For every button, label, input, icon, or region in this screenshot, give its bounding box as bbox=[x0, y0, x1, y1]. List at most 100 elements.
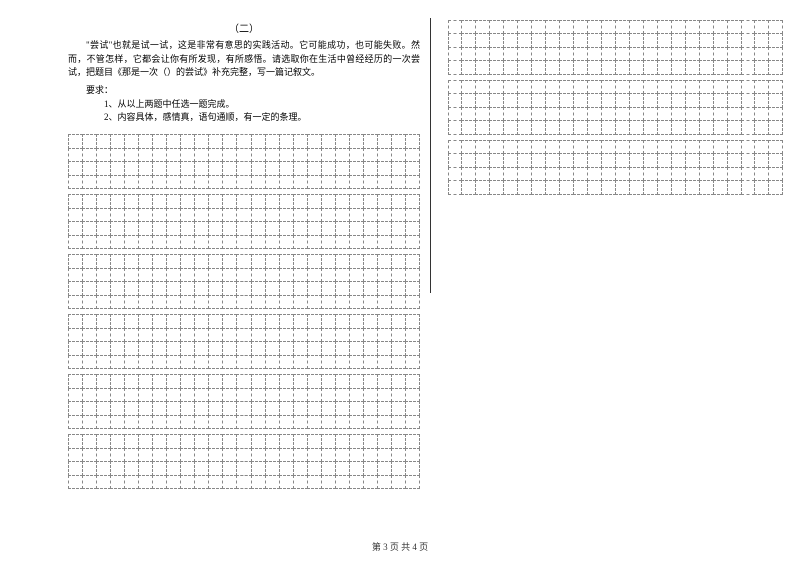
grid-cell bbox=[545, 153, 560, 168]
grid-cell bbox=[307, 194, 322, 209]
grid-cell bbox=[138, 268, 153, 283]
grid-cell bbox=[573, 153, 588, 168]
grid-cell bbox=[601, 180, 616, 195]
grid-cell bbox=[96, 434, 111, 449]
grid-cell bbox=[180, 148, 195, 163]
grid-cell bbox=[503, 107, 518, 122]
grid-cell bbox=[180, 254, 195, 269]
grid-cell bbox=[391, 148, 406, 163]
grid-cell bbox=[279, 388, 294, 403]
grid-cell bbox=[152, 295, 167, 310]
grid-cell bbox=[68, 281, 83, 296]
grid-cell bbox=[222, 134, 237, 149]
grid-cell bbox=[82, 148, 97, 163]
grid-cell bbox=[601, 20, 616, 35]
grid-cell bbox=[377, 475, 392, 490]
grid-cell bbox=[335, 341, 350, 356]
grid-cell bbox=[754, 47, 769, 62]
grid-cell bbox=[180, 401, 195, 416]
grid-group bbox=[68, 255, 420, 309]
grid-cell bbox=[194, 148, 209, 163]
grid-cell bbox=[587, 80, 602, 95]
grid-cell bbox=[475, 107, 490, 122]
grid-cell bbox=[615, 167, 630, 182]
grid-cell bbox=[363, 161, 378, 176]
grid-cell bbox=[517, 140, 532, 155]
grid-cell bbox=[208, 194, 223, 209]
grid-cell bbox=[180, 281, 195, 296]
grid-cell bbox=[335, 434, 350, 449]
grid-cell bbox=[335, 314, 350, 329]
grid-cell bbox=[377, 314, 392, 329]
grid-cell bbox=[489, 33, 504, 48]
grid-cell bbox=[405, 415, 420, 430]
grid-cell bbox=[251, 295, 266, 310]
grid-cell bbox=[222, 401, 237, 416]
grid-cell bbox=[377, 134, 392, 149]
grid-cell bbox=[685, 167, 700, 182]
grid-cell bbox=[68, 374, 83, 389]
grid-cell bbox=[699, 120, 714, 135]
grid-cell bbox=[110, 134, 125, 149]
grid-cell bbox=[251, 434, 266, 449]
grid-cell bbox=[152, 415, 167, 430]
grid-cell bbox=[587, 93, 602, 108]
grid-cell bbox=[236, 461, 251, 476]
grid-cell bbox=[405, 221, 420, 236]
grid-cell bbox=[363, 281, 378, 296]
grid-cell bbox=[405, 194, 420, 209]
grid-cell bbox=[68, 175, 83, 190]
grid-cell bbox=[222, 175, 237, 190]
grid-cell bbox=[96, 281, 111, 296]
grid-cell bbox=[82, 401, 97, 416]
grid-cell bbox=[363, 268, 378, 283]
grid-cell bbox=[251, 281, 266, 296]
grid-cell bbox=[222, 221, 237, 236]
grid-cell bbox=[671, 180, 686, 195]
grid-cell bbox=[265, 281, 280, 296]
grid-cell bbox=[68, 254, 83, 269]
grid-cell bbox=[251, 374, 266, 389]
grid-cell bbox=[124, 374, 139, 389]
grid-cell bbox=[335, 461, 350, 476]
grid-cell bbox=[643, 33, 658, 48]
grid-cell bbox=[685, 107, 700, 122]
grid-cell bbox=[349, 161, 364, 176]
grid-cell bbox=[573, 180, 588, 195]
grid-cell bbox=[279, 415, 294, 430]
grid-cell bbox=[96, 254, 111, 269]
grid-cell bbox=[363, 415, 378, 430]
grid-cell bbox=[279, 221, 294, 236]
grid-cell bbox=[768, 93, 783, 108]
grid-cell bbox=[166, 194, 181, 209]
grid-cell bbox=[448, 20, 463, 35]
grid-cell bbox=[293, 355, 308, 370]
grid-cell bbox=[152, 221, 167, 236]
grid-cell bbox=[307, 355, 322, 370]
grid-cell bbox=[405, 475, 420, 490]
grid-cell bbox=[251, 208, 266, 223]
grid-cell bbox=[405, 434, 420, 449]
grid-cell bbox=[279, 401, 294, 416]
grid-cell bbox=[222, 388, 237, 403]
grid-cell bbox=[152, 355, 167, 370]
grid-cell bbox=[307, 295, 322, 310]
grid-row bbox=[68, 475, 420, 489]
grid-cell bbox=[82, 341, 97, 356]
grid-cell bbox=[321, 281, 336, 296]
grid-cell bbox=[96, 448, 111, 463]
grid-cell bbox=[601, 153, 616, 168]
grid-row bbox=[68, 255, 420, 269]
grid-cell bbox=[293, 434, 308, 449]
grid-cell bbox=[391, 461, 406, 476]
grid-cell bbox=[349, 328, 364, 343]
grid-cell bbox=[152, 148, 167, 163]
grid-cell bbox=[293, 235, 308, 250]
grid-group bbox=[68, 135, 420, 189]
grid-cell bbox=[657, 180, 672, 195]
grid-cell bbox=[754, 107, 769, 122]
grid-cell bbox=[685, 153, 700, 168]
grid-cell bbox=[279, 175, 294, 190]
grid-cell bbox=[251, 475, 266, 490]
grid-cell bbox=[727, 60, 742, 75]
